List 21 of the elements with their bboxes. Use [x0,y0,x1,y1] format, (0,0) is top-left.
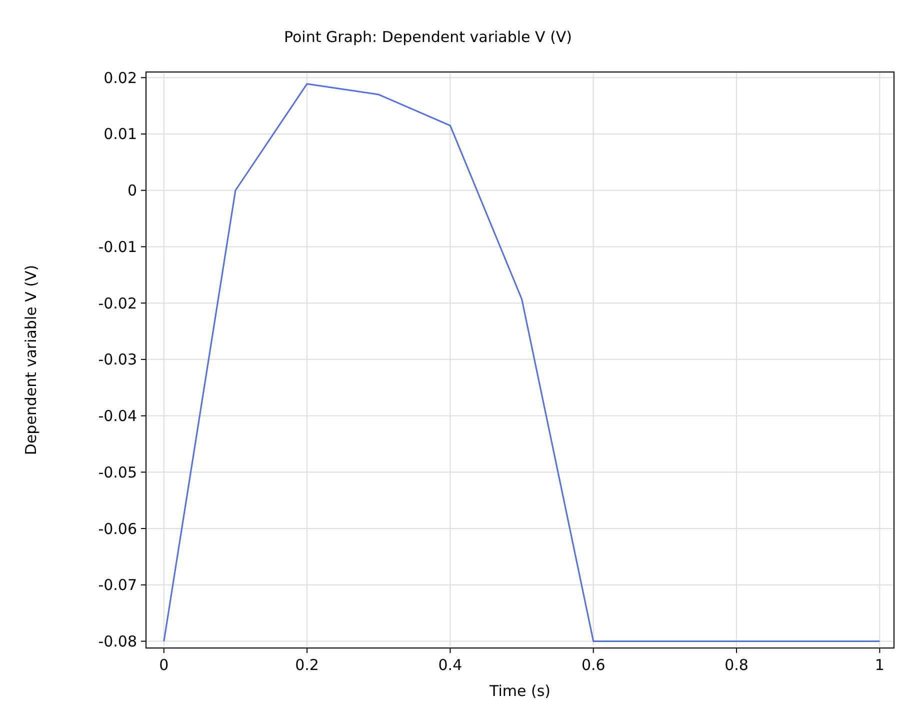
x-tick-label: 0.6 [581,656,606,674]
y-tick-label: -0.06 [98,520,137,538]
line-series [163,83,880,642]
x-tick-label: 0 [159,656,169,674]
y-tick-label: -0.08 [98,632,137,650]
y-tick-label: -0.04 [98,407,137,426]
chart-title: Point Graph: Dependent variable V (V) [284,28,572,46]
y-tick-label: -0.07 [98,576,137,594]
x-tick-label: 0.8 [724,656,748,674]
x-tick-label: 0.4 [438,656,462,674]
y-axis-title: Dependent variable V (V) [22,264,40,456]
y-tick-label: 0 [127,182,137,200]
y-tick-label: -0.05 [98,463,137,482]
y-tick-label: 0.02 [104,68,137,87]
x-axis-title: Time (s) [488,682,550,700]
y-tick-label: -0.02 [98,294,137,312]
x-tick-label: 0.2 [295,656,319,674]
y-tick-label: 0.01 [104,125,137,144]
y-tick-label: -0.03 [98,350,137,369]
y-tick-label: -0.01 [98,238,137,256]
x-tick-label: 1 [874,656,884,674]
